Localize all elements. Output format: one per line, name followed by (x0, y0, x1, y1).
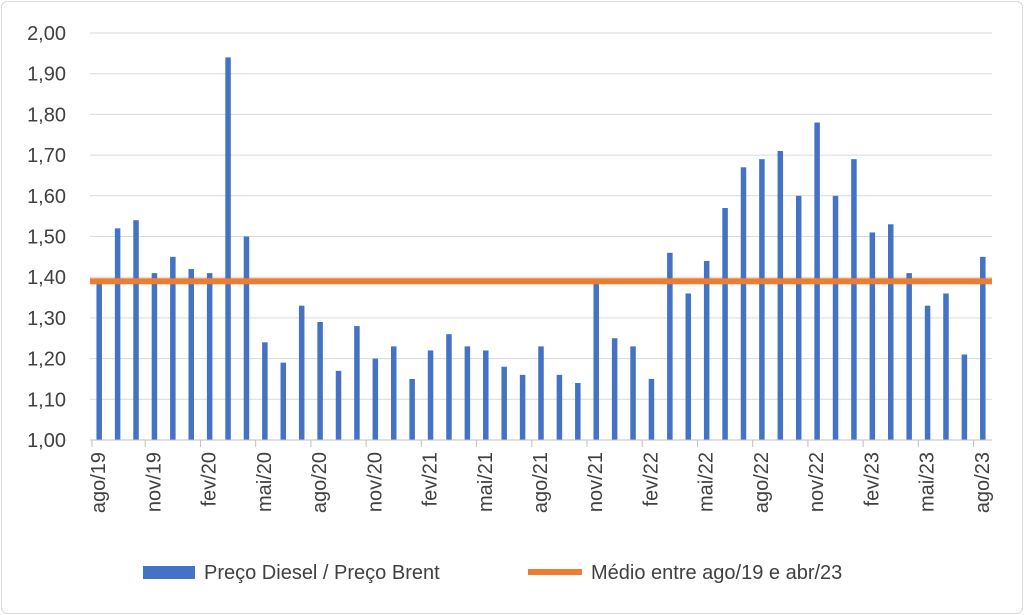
y-tick-label: 1,50 (27, 227, 66, 249)
bar (888, 224, 894, 440)
bar (483, 350, 489, 440)
bar (519, 374, 526, 440)
bar (280, 362, 287, 440)
x-tick-label: fev/20 (199, 452, 221, 506)
bar (298, 305, 305, 440)
x-tick-label: ago/19 (88, 452, 110, 513)
bar (759, 159, 765, 441)
y-tick-label: 1,80 (27, 104, 66, 126)
bar (317, 321, 323, 440)
x-tick-label: mai/23 (917, 452, 939, 512)
legend-item-bars: Preço Diesel / Preço Brent (143, 562, 440, 584)
bar (225, 57, 231, 441)
x-tick-label: mai/21 (475, 452, 497, 512)
bar (556, 374, 563, 440)
bar (170, 256, 176, 440)
bars (96, 57, 986, 441)
bar (464, 346, 471, 440)
bar (409, 378, 415, 440)
bar (685, 293, 692, 440)
bar (243, 236, 250, 440)
x-tick-label: fev/22 (640, 452, 662, 506)
x-tick-label: mai/20 (254, 452, 276, 512)
legend-label-bars: Preço Diesel / Preço Brent (204, 562, 440, 584)
bar (906, 273, 912, 440)
y-tick-label: 1,00 (27, 430, 66, 452)
bar (575, 383, 581, 440)
x-tick-label: ago/22 (751, 452, 773, 513)
y-tick-label: 1,70 (27, 145, 66, 167)
bar (501, 366, 507, 440)
bar (722, 208, 728, 440)
bar (795, 195, 802, 440)
y-tick-label: 1,10 (27, 389, 66, 411)
x-axis-ticks: ago/19 nov/19 fev/20 mai/20 ago/20 nov/20 fev/… (88, 440, 994, 513)
bar (740, 167, 747, 440)
x-tick-label: mai/22 (696, 452, 718, 512)
bar (538, 346, 544, 440)
legend-label-average: Médio entre ago/19 e abr/23 (591, 562, 842, 584)
bar (980, 256, 986, 440)
x-tick-label: nov/21 (585, 452, 607, 512)
bar (427, 350, 434, 440)
bar (188, 269, 194, 440)
x-tick-label: ago/21 (530, 452, 552, 513)
x-tick-label: fev/23 (861, 452, 883, 506)
y-tick-label: 1,90 (27, 64, 66, 86)
bar (262, 342, 268, 440)
bar (335, 370, 342, 440)
x-tick-label: ago/23 (972, 452, 994, 513)
y-axis-ticks: 1,00 1,10 1,20 1,30 1,40 1,50 1,60 1,70 1,80 1,90… (27, 23, 66, 452)
bar (611, 338, 618, 440)
bar (96, 281, 102, 440)
bar (851, 159, 857, 441)
bar (206, 273, 213, 440)
y-tick-label: 2,00 (27, 23, 66, 45)
bar (832, 195, 839, 440)
bar (648, 378, 655, 440)
bar (354, 326, 360, 440)
bar (667, 252, 673, 440)
x-tick-label: fev/21 (420, 452, 442, 506)
y-tick-label: 1,60 (27, 186, 66, 208)
x-tick-label: nov/19 (143, 452, 165, 512)
bar (703, 260, 710, 440)
bar (372, 358, 379, 440)
bar (869, 232, 876, 440)
bar (133, 220, 139, 440)
bar (390, 346, 397, 440)
legend-swatch-bars (143, 566, 195, 579)
bar (151, 273, 158, 440)
bar (114, 228, 121, 440)
legend: Preço Diesel / Preço Brent Médio entre a… (143, 562, 842, 584)
gridlines (90, 32, 992, 400)
bar (961, 354, 968, 440)
bar (777, 151, 784, 440)
bar (924, 305, 931, 440)
legend-item-average: Médio entre ago/19 e abr/23 (528, 562, 842, 584)
y-tick-label: 1,40 (27, 267, 66, 289)
x-tick-label: ago/20 (309, 452, 331, 513)
y-tick-label: 1,20 (27, 349, 66, 371)
bar (943, 293, 949, 440)
bar (446, 334, 452, 440)
bar (593, 281, 599, 440)
x-tick-label: nov/22 (806, 452, 828, 512)
y-tick-label: 1,30 (27, 308, 66, 330)
x-tick-label: nov/20 (364, 452, 386, 512)
bar (630, 346, 636, 440)
